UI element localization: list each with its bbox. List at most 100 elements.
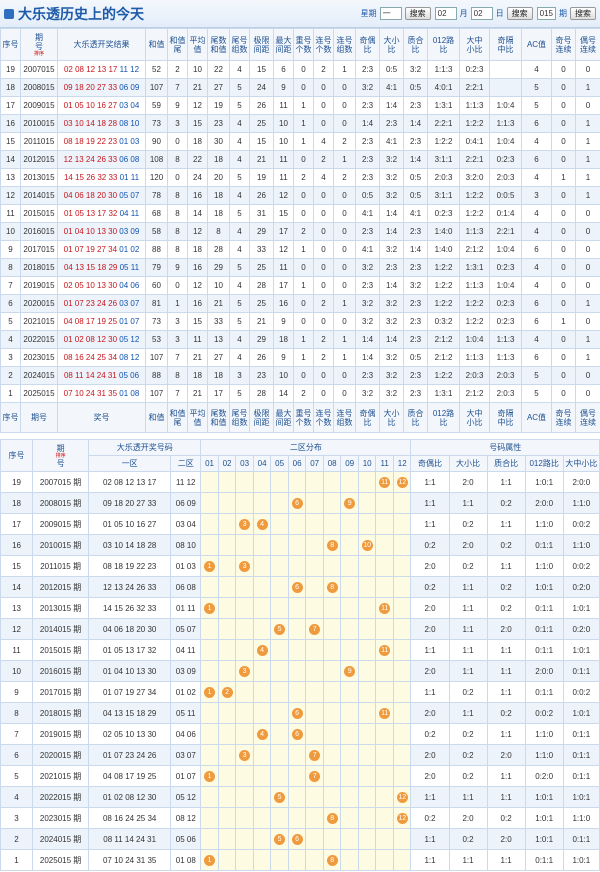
- attr: 1:0:1: [562, 639, 600, 661]
- header-text: 奇号: [555, 408, 572, 418]
- sort-toggle[interactable]: 排序: [55, 452, 66, 459]
- issue: 2020015 期: [32, 744, 90, 766]
- ball: 7: [309, 749, 321, 761]
- stat: 2:0:3: [489, 384, 522, 403]
- stat: 0: [313, 186, 334, 205]
- stat: 2: [313, 60, 334, 79]
- stat: 79: [145, 258, 168, 277]
- dist-cell: [305, 597, 324, 619]
- stat: 3:2: [355, 312, 380, 331]
- issue: 2019015: [20, 276, 58, 295]
- stat: 1:2:2: [459, 186, 490, 205]
- header-text: 奇号: [555, 35, 572, 45]
- stat: 120: [145, 168, 168, 187]
- month-select[interactable]: 02: [434, 7, 457, 20]
- header-text: 尾号: [231, 408, 248, 418]
- stat: 0:5: [379, 60, 404, 79]
- issue-input[interactable]: 015: [536, 7, 556, 20]
- stat: 3: [167, 114, 188, 133]
- stat: 0: [551, 384, 576, 403]
- back-numbers: 01 11: [170, 597, 202, 619]
- header-cell: 02: [217, 455, 237, 472]
- stat: 16: [187, 186, 208, 205]
- search-button[interactable]: 搜索: [506, 7, 533, 20]
- attr: 0:1:1: [524, 849, 564, 871]
- front-numbers: 01 05 13 17 32: [88, 639, 172, 661]
- ball: 11: [379, 602, 391, 614]
- search-button[interactable]: 搜索: [404, 7, 431, 20]
- stat: 73: [145, 114, 168, 133]
- stat: 4: [521, 204, 552, 223]
- issue: 2015015: [20, 204, 58, 223]
- back-numbers: 01 02: [170, 681, 202, 703]
- stat: 4: [521, 330, 552, 349]
- dist-cell: [340, 639, 359, 661]
- stat: 1:0:4: [489, 96, 522, 115]
- ball: 1: [204, 770, 216, 782]
- sort-toggle[interactable]: 排序: [33, 50, 44, 57]
- stat: 4:0:1: [427, 78, 460, 97]
- stat: 0: [313, 384, 334, 403]
- dist-cell: [375, 555, 394, 577]
- dist-cell: [217, 723, 237, 745]
- stat: 10: [273, 114, 294, 133]
- header-cell: 平均值: [187, 402, 208, 433]
- back-numbers: 03 09: [170, 660, 202, 682]
- ball: 11: [379, 476, 391, 488]
- weekday-select[interactable]: 一: [379, 7, 402, 20]
- stat: 0: [333, 114, 356, 133]
- stat: 1: [551, 312, 576, 331]
- dist-cell: [287, 681, 307, 703]
- dist-cell: [217, 492, 237, 514]
- attr: 0:2:0: [562, 618, 600, 640]
- dist-cell: [252, 786, 272, 808]
- header-text: 大小: [383, 408, 400, 418]
- attr: 0:1:1: [562, 660, 600, 682]
- stat: 24: [249, 78, 274, 97]
- dist-cell: [200, 660, 219, 682]
- issue: 2017015 期: [32, 681, 90, 703]
- stat: 4: [521, 276, 552, 295]
- stat: 3:2: [379, 150, 404, 169]
- header-text: 个数: [315, 44, 332, 54]
- dist-cell: [270, 513, 289, 535]
- stat: 8: [167, 150, 188, 169]
- stat: 0:5: [403, 168, 428, 187]
- issue: 2012015 期: [32, 576, 90, 598]
- header-text: 和值: [148, 40, 165, 49]
- header-text: 中比: [497, 417, 514, 427]
- header-cell: 连号 组数: [333, 28, 356, 61]
- ball: 12: [396, 812, 408, 824]
- header-text: 个数: [295, 44, 312, 54]
- attr: 0:2:0: [562, 576, 600, 598]
- dist-cell: [217, 534, 237, 556]
- header-text: 比: [411, 417, 420, 427]
- search-button[interactable]: 搜索: [570, 7, 596, 20]
- dist-cell: [305, 849, 324, 871]
- stat: 25: [249, 294, 274, 313]
- dist-cell: [200, 576, 219, 598]
- stat: 14: [273, 384, 294, 403]
- attr: 0:2: [448, 828, 488, 850]
- back-numbers: 03 04: [170, 513, 202, 535]
- stat: 0: [293, 186, 314, 205]
- stat: 3:2: [379, 294, 404, 313]
- stat: 107: [145, 348, 168, 367]
- dist-cell: 6: [287, 492, 307, 514]
- day-select[interactable]: 02: [470, 7, 493, 20]
- front-numbers: 09 18 20 27 33: [88, 492, 172, 514]
- seq: 17: [0, 96, 21, 115]
- attr: 0:2: [486, 576, 526, 598]
- stat: 21: [249, 150, 274, 169]
- front-numbers: 02 08 12 13 17: [63, 65, 118, 74]
- dist-cell: [200, 618, 219, 640]
- data-row: 1 2025015 期 07 10 24 31 35 01 08 1 8 1:1 1:1 1:1…: [0, 849, 600, 871]
- header-text: AC值: [526, 413, 547, 422]
- data-row: 7 2019015 期 02 05 10 13 30 04 06 4 6 0:2 0:2 1:1…: [0, 723, 600, 745]
- ball: 7: [309, 623, 321, 635]
- attr: 0:2: [448, 744, 488, 766]
- data-row: 8 2018015 期 04 13 15 18 29 05 11 6 11 2:0 1:1 0:…: [0, 702, 600, 724]
- stat: 19: [249, 168, 274, 187]
- back-numbers: 08 10: [170, 534, 202, 556]
- dist-cell: [217, 618, 237, 640]
